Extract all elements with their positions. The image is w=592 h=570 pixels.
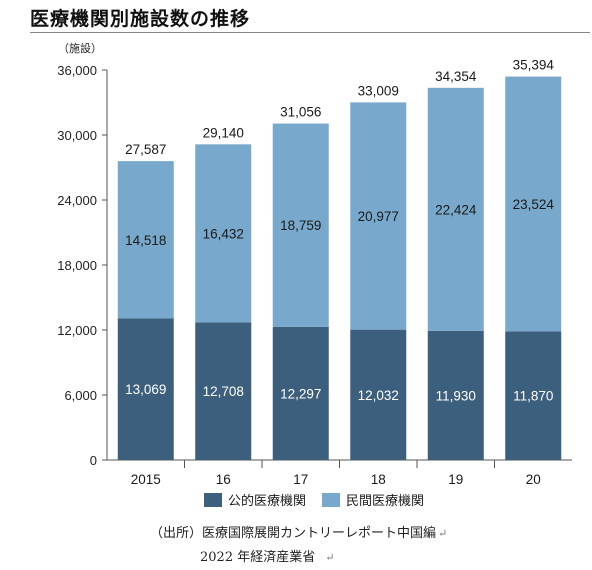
data-label-private: 22,424 [435, 202, 477, 217]
y-tick-label: 36,000 [57, 63, 97, 78]
y-tick-label: 18,000 [57, 258, 97, 273]
legend-label: 公的医療機関 [228, 493, 306, 509]
bar-public [350, 329, 407, 460]
bar-private [427, 87, 484, 331]
y-tick-label: 30,000 [57, 128, 97, 143]
bar-public [117, 318, 174, 460]
bar-private [195, 144, 252, 323]
data-label-total: 33,009 [358, 83, 399, 98]
data-label-total: 35,394 [513, 58, 555, 73]
data-label-public: 11,870 [513, 389, 553, 404]
data-label-private: 18,759 [280, 218, 321, 233]
x-tick-label: 18 [371, 472, 386, 487]
data-label-public: 13,069 [125, 382, 166, 397]
y-tick-label: 12,000 [57, 323, 97, 338]
bar-public [195, 322, 252, 460]
x-tick-label: 19 [448, 472, 463, 487]
bar-private [350, 102, 407, 330]
data-label-private: 14,518 [125, 233, 166, 248]
bar-private [117, 161, 174, 319]
return-mark-icon: ↵ [438, 527, 448, 540]
y-tick-label: 6,000 [64, 388, 97, 403]
data-label-private: 20,977 [358, 209, 399, 224]
data-label-public: 12,708 [203, 384, 244, 399]
data-label-public: 12,032 [358, 388, 399, 403]
x-tick-label: 17 [293, 472, 308, 487]
bar-public [505, 331, 562, 460]
bar-private [505, 76, 562, 332]
data-label-public: 11,930 [436, 388, 476, 403]
x-tick-label: 16 [216, 472, 231, 487]
x-tick-label: 20 [526, 472, 541, 487]
data-label-private: 16,432 [203, 226, 244, 241]
chart-area: （施設） 0 6,000 12,000 18,000 24,000 30,000 36,000… [57, 41, 572, 509]
chart-title: 医療機関別施設数の推移 [30, 8, 251, 30]
data-label-private: 23,524 [513, 197, 555, 212]
legend-swatch [322, 493, 340, 507]
bar-private [272, 123, 329, 327]
source-line-1: （出所）医療国際展開カントリーレポート中国編 ↵ [150, 526, 448, 541]
x-tick-label: 2015 [131, 472, 161, 487]
return-mark-icon: ↵ [325, 551, 335, 564]
data-label-total: 29,140 [203, 125, 244, 140]
legend-swatch [204, 493, 222, 507]
y-tick-label: 24,000 [57, 193, 97, 208]
bar-public [272, 326, 329, 460]
title-divider [30, 32, 590, 33]
data-label-total: 27,587 [125, 142, 166, 157]
y-unit-label: （施設） [58, 41, 102, 55]
y-tick-label: 0 [90, 453, 97, 468]
data-label-total: 34,354 [435, 69, 477, 84]
data-label-public: 12,297 [280, 386, 321, 401]
data-label-total: 31,056 [280, 105, 321, 120]
source-line-2: 2022 年経済産業省 ↵ [200, 550, 335, 565]
legend-label: 民間医療機関 [346, 494, 424, 509]
bar-public [427, 330, 484, 460]
